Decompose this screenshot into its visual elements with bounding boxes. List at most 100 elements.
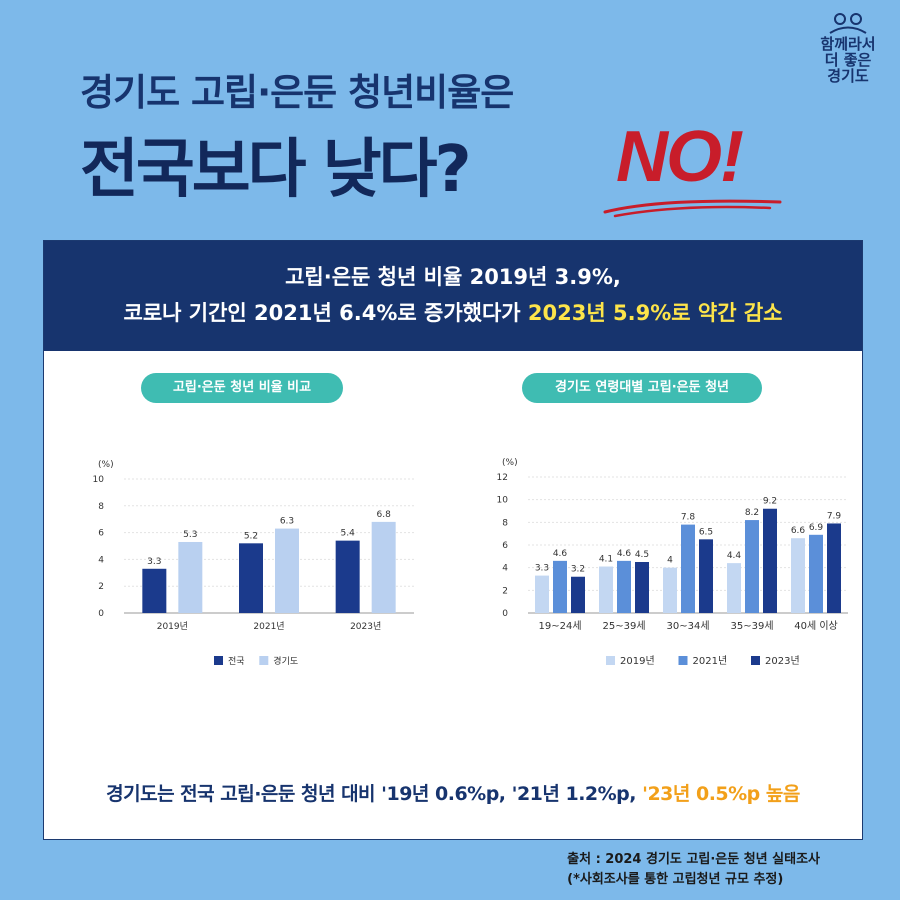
data-label: 6.9	[809, 523, 824, 533]
bar	[571, 576, 585, 613]
data-label: 6.8	[377, 510, 392, 520]
legend-label: 2021년	[693, 655, 728, 667]
bar	[239, 543, 263, 613]
y-tick-label: 10	[497, 496, 509, 506]
headline-question: 경기도 고립·은둔 청년비율은	[80, 71, 514, 114]
y-tick-label: 8	[98, 502, 104, 512]
y-tick-label: 2	[502, 586, 508, 596]
bar	[699, 539, 713, 613]
bar	[763, 508, 777, 613]
summary-text: 경기도는 전국 고립·은둔 청년 대비 '19년 0.6%p, '21년 1.2…	[106, 783, 643, 805]
data-label: 3.3	[147, 557, 161, 567]
logo-line-3: 경기도	[827, 67, 869, 85]
x-tick-label: 25~39세	[602, 620, 645, 632]
bar	[335, 540, 360, 613]
data-label: 6.3	[280, 517, 294, 527]
data-label: 6.6	[791, 526, 806, 536]
summary-line: 경기도는 전국 고립·은둔 청년 대비 '19년 0.6%p, '21년 1.2…	[44, 779, 862, 806]
x-tick-label: 2023년	[350, 621, 381, 632]
people-icon	[829, 13, 867, 34]
bar	[275, 528, 299, 613]
data-label: 6.5	[699, 527, 713, 537]
data-label: 5.3	[183, 530, 197, 540]
banner-highlight: 2023년 5.9%로 약간 감소	[527, 301, 783, 325]
bar	[681, 524, 695, 613]
bar	[142, 568, 167, 613]
y-tick-label: 6	[502, 541, 508, 551]
data-label: 4	[667, 556, 673, 566]
y-tick-label: 12	[497, 473, 508, 483]
bar	[178, 541, 203, 613]
data-label: 8.2	[745, 508, 759, 518]
data-label: 7.8	[681, 513, 696, 523]
y-tick-label: 4	[98, 555, 104, 565]
gyeonggi-logo: 함께라서 더 좋은 경기도	[808, 12, 888, 84]
bar	[791, 538, 805, 613]
legend-label: 2023년	[765, 655, 800, 667]
chart-1-national-vs-gyeonggi: (%) 0 2 4 6 8 10 3.3 5.3 2019년 5.2 6.3 2021년 5.4 6.8 20…	[93, 460, 414, 667]
data-label: 4.6	[617, 549, 632, 559]
data-label: 7.9	[827, 511, 842, 521]
legend-swatch	[606, 656, 615, 665]
data-label: 9.2	[763, 497, 777, 507]
bar	[371, 521, 396, 613]
y-tick-label: 0	[502, 609, 508, 619]
data-label: 4.1	[599, 555, 613, 565]
bar	[599, 566, 613, 613]
data-label: 3.2	[571, 565, 585, 575]
x-tick-label: 35~39세	[730, 620, 773, 632]
bar	[809, 534, 823, 613]
source-line-1: 출처 : 2024 경기도 고립·은둔 청년 실태조사	[567, 852, 820, 867]
bar	[553, 560, 567, 613]
logo-line-1: 함께라서	[820, 35, 876, 53]
legend-swatch	[751, 656, 760, 665]
banner-line-1: 고립·은둔 청년 비율 2019년 3.9%,	[285, 265, 621, 289]
content-panel: 고립·은둔 청년 비율 2019년 3.9%, 코로나 기간인 2021년 6.…	[43, 240, 863, 840]
y-tick-label: 4	[502, 564, 508, 574]
y-tick-label: 0	[98, 609, 104, 619]
no-mark: NO!	[616, 117, 744, 197]
x-tick-label: 19~24세	[538, 620, 581, 632]
data-label: 5.2	[244, 531, 258, 541]
bar	[727, 563, 741, 613]
y-tick-label: 2	[98, 582, 104, 592]
legend-label: 전국	[228, 656, 245, 667]
data-label: 4.4	[727, 551, 742, 561]
data-label: 5.4	[341, 529, 356, 539]
y-tick-label: 10	[93, 475, 105, 485]
legend-label: 2019년	[620, 655, 655, 667]
bar	[827, 523, 841, 613]
source-line-2: (*사회조사를 통한 고립청년 규모 추정)	[567, 872, 784, 887]
legend-label: 경기도	[273, 655, 298, 667]
y-tick-label: 6	[98, 529, 104, 539]
y-unit-label: (%)	[502, 458, 518, 468]
summary-highlight: '23년 0.5%p 높음	[642, 783, 800, 805]
legend-swatch	[678, 656, 688, 665]
summary-banner: 고립·은둔 청년 비율 2019년 3.9%, 코로나 기간인 2021년 6.…	[44, 241, 862, 351]
bar	[663, 567, 677, 613]
logo-line-2: 더 좋은	[824, 51, 872, 69]
bar	[617, 560, 631, 613]
y-tick-label: 8	[502, 518, 508, 528]
legend-swatch	[259, 656, 269, 665]
x-tick-label: 30~34세	[666, 620, 709, 632]
banner-line-2-text: 코로나 기간인 2021년 6.4%로 증가했다가	[123, 301, 528, 325]
legend-swatch	[214, 656, 223, 665]
data-label: 3.3	[535, 564, 549, 574]
x-tick-label: 40세 이상	[794, 620, 838, 632]
x-tick-label: 2021년	[253, 621, 284, 632]
chart-1-title-pill: 고립·은둔 청년 비율 비교	[141, 373, 343, 403]
x-tick-label: 2019년	[157, 621, 188, 632]
chart-2-title-pill: 경기도 연령대별 고립·은둔 청년	[522, 373, 762, 403]
data-label: 4.5	[635, 550, 649, 560]
data-label: 4.6	[553, 549, 568, 559]
y-unit-label: (%)	[98, 460, 114, 470]
bar	[745, 520, 759, 613]
source-note: 출처 : 2024 경기도 고립·은둔 청년 실태조사 (*사회조사를 통한 고…	[567, 850, 820, 890]
bar	[635, 562, 649, 613]
bar	[535, 575, 549, 613]
no-underline-stroke	[603, 199, 782, 218]
headline-main: 전국보다 낮다?	[80, 133, 472, 207]
banner-line-2: 코로나 기간인 2021년 6.4%로 증가했다가 2023년 5.9%로 약간…	[44, 295, 862, 331]
